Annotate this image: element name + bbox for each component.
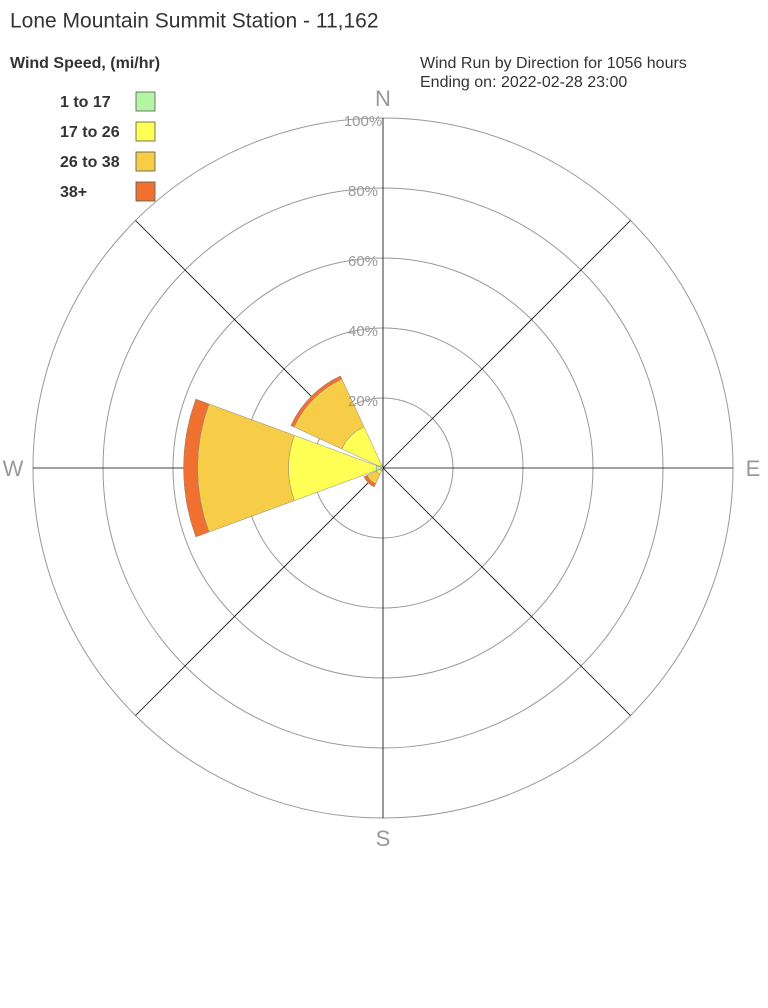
subtitle: Wind Run by Direction for 1056 hours bbox=[420, 55, 687, 72]
spoke bbox=[382, 220, 631, 469]
r-tick-label: 100% bbox=[344, 113, 382, 130]
legend-label: 1 to 17 bbox=[60, 94, 111, 111]
legend-swatch bbox=[135, 181, 156, 202]
r-tick-label: 40% bbox=[348, 323, 378, 340]
direction-label: E bbox=[746, 456, 761, 481]
direction-label: N bbox=[375, 86, 391, 111]
subtitle: Ending on: 2022-02-28 23:00 bbox=[420, 74, 627, 91]
wedge bbox=[363, 475, 376, 488]
legend-swatch bbox=[135, 121, 156, 142]
wedge bbox=[183, 398, 210, 538]
legend-label: 26 to 38 bbox=[60, 154, 120, 171]
direction-label: W bbox=[3, 456, 24, 481]
spoke bbox=[135, 467, 384, 716]
legend-swatch bbox=[135, 91, 156, 112]
direction-label: S bbox=[376, 826, 391, 851]
legend-label: 38+ bbox=[60, 184, 87, 201]
r-tick-label: 80% bbox=[348, 183, 378, 200]
r-tick-label: 20% bbox=[348, 393, 378, 410]
wedge bbox=[290, 375, 343, 428]
legend-swatch bbox=[135, 151, 156, 172]
legend-label: 17 to 26 bbox=[60, 124, 120, 141]
legend-title: Wind Speed, (mi/hr) bbox=[10, 55, 160, 72]
chart-title: Lone Mountain Summit Station - 11,162 bbox=[10, 10, 379, 33]
r-tick-label: 60% bbox=[348, 253, 378, 270]
spoke bbox=[382, 467, 631, 716]
wedge bbox=[197, 403, 295, 533]
